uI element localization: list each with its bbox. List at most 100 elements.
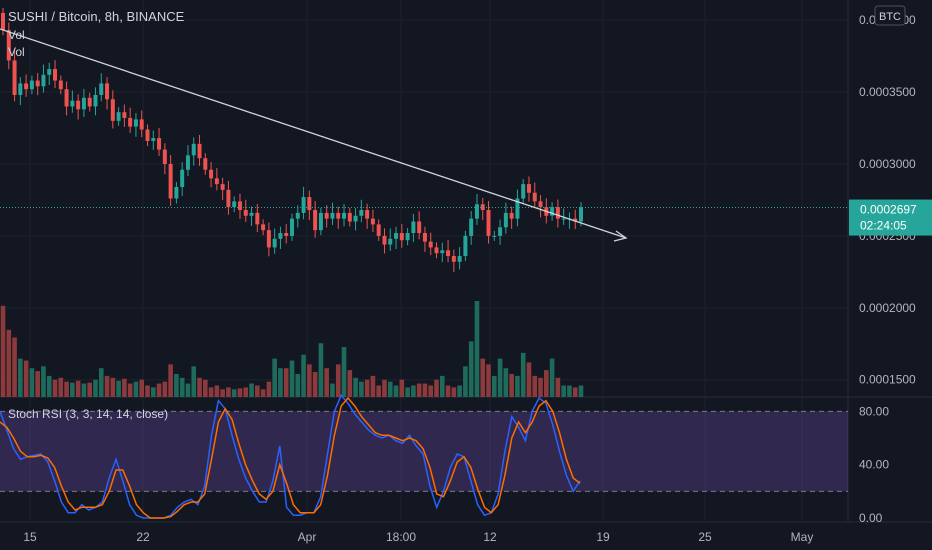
volume-legend-2[interactable]: Vol — [8, 45, 25, 59]
candle-body[interactable] — [555, 207, 560, 219]
candle-body[interactable] — [180, 169, 185, 187]
candle-body[interactable] — [370, 218, 375, 225]
candle-body[interactable] — [76, 100, 81, 110]
trendline-drawing[interactable] — [0, 28, 628, 242]
candle-body[interactable] — [232, 201, 237, 208]
candle-body[interactable] — [463, 235, 468, 257]
candle-body[interactable] — [191, 143, 196, 156]
candle-body[interactable] — [6, 30, 11, 61]
candle-body[interactable] — [255, 212, 260, 225]
candle-body[interactable] — [492, 235, 497, 237]
candle-body[interactable] — [249, 212, 254, 216]
candle-body[interactable] — [365, 210, 370, 219]
currency-badge-box[interactable] — [874, 5, 906, 26]
candle-body[interactable] — [237, 201, 242, 211]
trendline[interactable] — [0, 28, 627, 239]
candle-body[interactable] — [133, 119, 138, 127]
candle-body[interactable] — [203, 158, 208, 170]
candle-body[interactable] — [272, 238, 277, 248]
candle-body[interactable] — [405, 233, 410, 241]
candle-body[interactable] — [307, 197, 312, 211]
candle-body[interactable] — [116, 112, 121, 121]
candle-body[interactable] — [503, 212, 508, 228]
candle-body[interactable] — [434, 247, 439, 254]
candle-body[interactable] — [446, 250, 451, 257]
candle-body[interactable] — [197, 143, 202, 159]
candle-body[interactable] — [226, 189, 231, 208]
candle-body[interactable] — [573, 218, 578, 222]
candle-body[interactable] — [35, 80, 40, 87]
candle-body[interactable] — [162, 149, 167, 164]
candle-body[interactable] — [342, 212, 347, 219]
candle-body[interactable] — [457, 256, 462, 262]
candle-body[interactable] — [122, 112, 127, 118]
candle-body[interactable] — [128, 117, 133, 127]
candle-body[interactable] — [324, 212, 329, 219]
stoch-rsi-d-line[interactable] — [0, 396, 581, 519]
candle-body[interactable] — [168, 163, 173, 199]
candle-body[interactable] — [220, 184, 225, 190]
candle-body[interactable] — [24, 83, 29, 90]
candle-body[interactable] — [41, 74, 46, 87]
candle-body[interactable] — [388, 238, 393, 245]
candle-body[interactable] — [185, 155, 190, 170]
candlestick-series[interactable] — [1, 7, 583, 273]
candle-body[interactable] — [359, 210, 364, 216]
candle-body[interactable] — [538, 201, 543, 208]
candle-body[interactable] — [105, 83, 110, 100]
candle-body[interactable] — [157, 138, 162, 150]
candle-body[interactable] — [318, 212, 323, 231]
candle-body[interactable] — [151, 138, 156, 141]
candle-body[interactable] — [53, 69, 58, 81]
candle-body[interactable] — [526, 184, 531, 193]
candle-body[interactable] — [243, 210, 248, 216]
candle-body[interactable] — [417, 221, 422, 234]
candle-body[interactable] — [498, 227, 503, 236]
candle-body[interactable] — [87, 97, 92, 107]
candle-body[interactable] — [411, 221, 416, 234]
candle-body[interactable] — [336, 212, 341, 219]
candle-body[interactable] — [47, 69, 52, 75]
candle-body[interactable] — [353, 215, 358, 222]
candle-body[interactable] — [561, 218, 566, 220]
candle-body[interactable] — [451, 256, 456, 262]
candle-body[interactable] — [139, 119, 144, 130]
candle-body[interactable] — [521, 184, 526, 199]
candle-body[interactable] — [509, 212, 514, 219]
candle-body[interactable] — [295, 212, 300, 219]
currency-badge[interactable]: BTC — [874, 5, 906, 26]
candle-body[interactable] — [99, 83, 104, 95]
candle-body[interactable] — [486, 210, 491, 236]
candle-body[interactable] — [58, 80, 63, 90]
candle-body[interactable] — [93, 94, 98, 107]
candle-body[interactable] — [579, 207, 583, 222]
candle-body[interactable] — [174, 186, 179, 199]
stoch-rsi-legend[interactable]: Stoch RSI (3, 3, 14, 14, close) — [8, 407, 168, 421]
candle-body[interactable] — [209, 169, 214, 179]
volume-legend-1[interactable]: Vol — [8, 28, 25, 42]
candle-body[interactable] — [532, 192, 537, 202]
candle-body[interactable] — [81, 97, 86, 110]
candle-body[interactable] — [550, 207, 555, 216]
candle-body[interactable] — [1, 12, 5, 31]
candle-body[interactable] — [399, 233, 404, 241]
candle-body[interactable] — [474, 204, 479, 219]
candle-body[interactable] — [469, 218, 474, 236]
symbol-title[interactable]: SUSHI / Bitcoin, 8h, BINANCE — [8, 9, 185, 24]
candle-body[interactable] — [428, 241, 433, 248]
candle-body[interactable] — [394, 233, 399, 239]
candle-body[interactable] — [266, 230, 271, 248]
candle-body[interactable] — [382, 235, 387, 245]
candle-body[interactable] — [70, 100, 75, 107]
candle-body[interactable] — [18, 83, 23, 95]
candle-body[interactable] — [110, 99, 115, 121]
candle-body[interactable] — [145, 129, 150, 141]
candle-body[interactable] — [313, 210, 318, 231]
candle-body[interactable] — [214, 178, 219, 185]
candle-body[interactable] — [64, 89, 69, 107]
candle-body[interactable] — [330, 212, 335, 219]
candle-body[interactable] — [440, 250, 445, 254]
candle-body[interactable] — [278, 233, 283, 239]
candle-body[interactable] — [29, 80, 34, 90]
candle-body[interactable] — [480, 204, 485, 211]
